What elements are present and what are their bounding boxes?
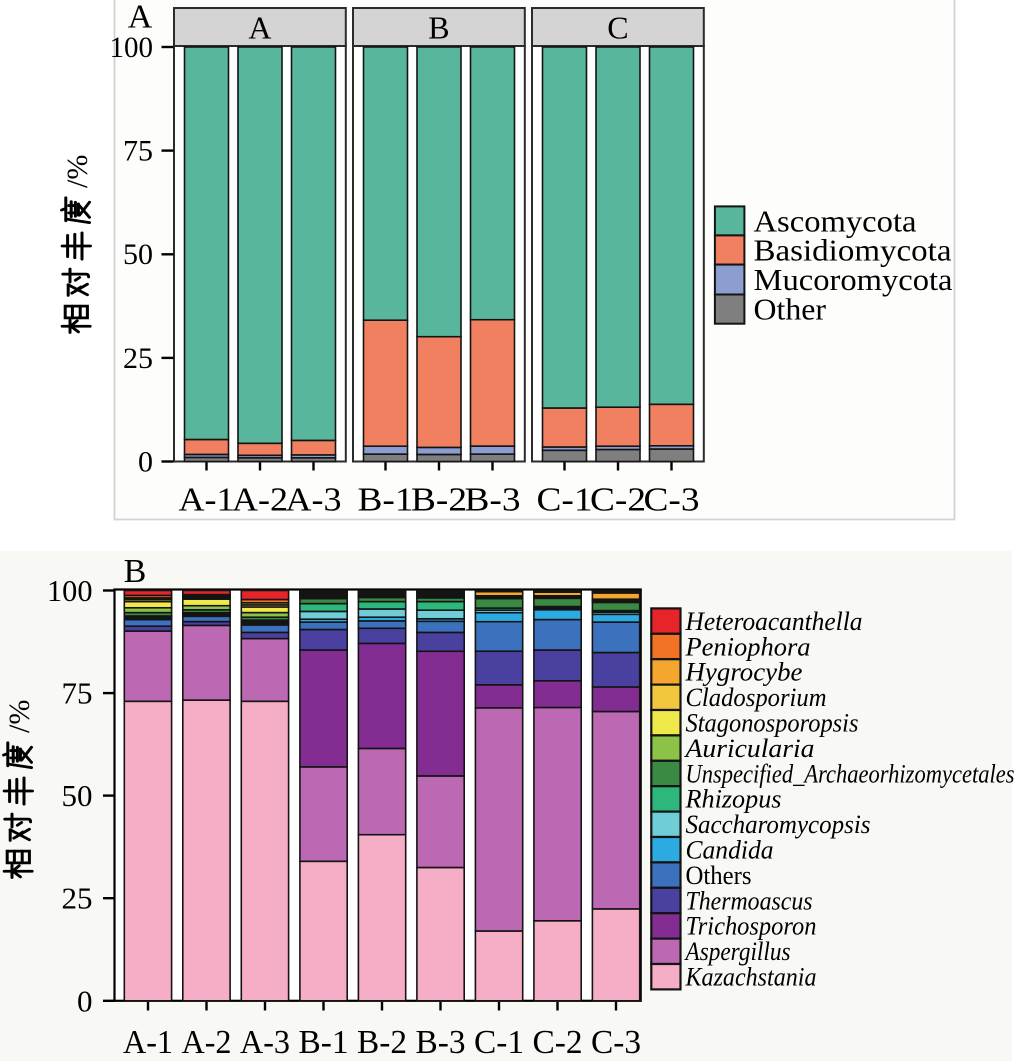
svg-text:Aspergillus: Aspergillus [684, 937, 791, 966]
svg-text:Other: Other [754, 292, 827, 327]
svg-text:75: 75 [62, 676, 93, 711]
svg-text:25: 25 [123, 342, 153, 375]
svg-text:B-1: B-1 [358, 482, 414, 519]
svg-text:C-1: C-1 [537, 482, 593, 519]
svg-text:A: A [128, 0, 153, 36]
svg-text:B: B [124, 553, 147, 590]
svg-text:B-1: B-1 [299, 1024, 349, 1061]
svg-text:C-2: C-2 [533, 1024, 583, 1061]
svg-text:A-3: A-3 [240, 1024, 290, 1061]
svg-text:Cladosporium: Cladosporium [686, 683, 827, 712]
svg-text:100: 100 [110, 31, 154, 64]
svg-text:/%: /% [3, 700, 36, 733]
svg-text:Stagonosporopsis: Stagonosporopsis [686, 709, 859, 738]
svg-text:C: C [607, 10, 628, 46]
svg-text:Thermoascus: Thermoascus [686, 886, 813, 915]
svg-text:A-3: A-3 [286, 482, 342, 519]
svg-text:Candida: Candida [686, 836, 774, 865]
svg-text:0: 0 [77, 983, 93, 1018]
svg-text:B-2: B-2 [411, 482, 467, 519]
svg-text:Basidiomycota: Basidiomycota [754, 233, 952, 268]
svg-text:Auricularia: Auricularia [683, 734, 814, 763]
svg-text:B-2: B-2 [357, 1024, 407, 1061]
svg-text:75: 75 [123, 135, 153, 168]
svg-text:Others: Others [686, 861, 752, 890]
svg-text:B-3: B-3 [465, 482, 521, 519]
svg-text:Hygrocybe: Hygrocybe [684, 658, 802, 687]
svg-text:A-2: A-2 [182, 1024, 232, 1061]
svg-text:B-3: B-3 [416, 1024, 466, 1061]
svg-text:C-1: C-1 [474, 1024, 524, 1061]
svg-text:B: B [428, 10, 449, 46]
svg-text:25: 25 [62, 881, 93, 916]
svg-text:Kazachstania: Kazachstania [685, 963, 817, 992]
svg-text:A-2: A-2 [232, 482, 288, 519]
svg-text:Mucoromycota: Mucoromycota [754, 262, 953, 297]
svg-text:C-2: C-2 [590, 482, 646, 519]
svg-text:100: 100 [47, 573, 93, 608]
svg-text:A-1: A-1 [179, 482, 235, 519]
svg-text:Rhizopus: Rhizopus [684, 785, 781, 814]
svg-text:50: 50 [62, 778, 93, 813]
svg-text:C-3: C-3 [644, 482, 700, 519]
svg-text:Unspecified_Archaeorhizomyceta: Unspecified_Archaeorhizomycetales [686, 759, 1015, 788]
svg-text:Trichosporon: Trichosporon [686, 912, 817, 941]
svg-text:Ascomycota: Ascomycota [754, 203, 917, 238]
svg-text:Heteroacanthella: Heteroacanthella [685, 607, 863, 636]
svg-text:50: 50 [123, 238, 153, 271]
svg-text:0: 0 [138, 446, 153, 479]
svg-text:A-1: A-1 [123, 1024, 173, 1061]
svg-text:Peniophora: Peniophora [684, 632, 810, 661]
svg-text:C-3: C-3 [591, 1024, 641, 1061]
svg-text:A: A [248, 10, 271, 46]
svg-text:/%: /% [61, 155, 94, 188]
svg-text:Saccharomycopsis: Saccharomycopsis [686, 810, 871, 839]
